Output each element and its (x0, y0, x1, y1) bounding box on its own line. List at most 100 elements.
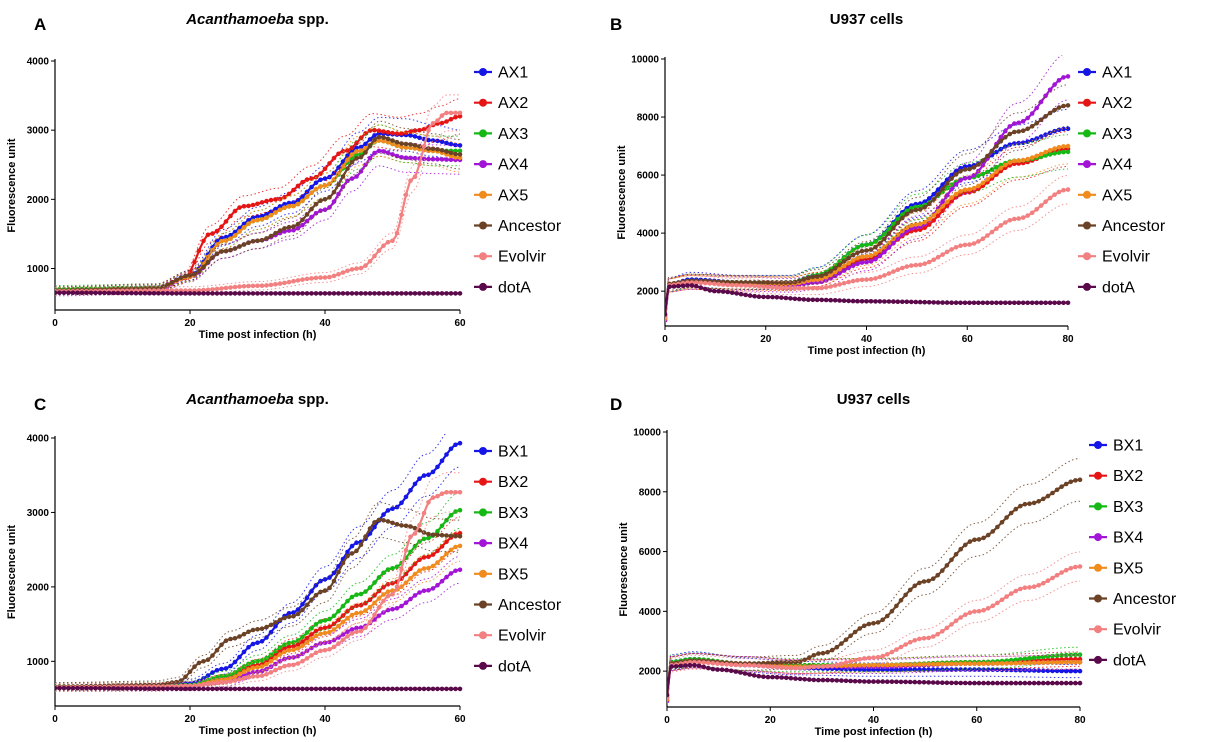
data-point (1031, 660, 1037, 666)
data-point (994, 169, 999, 174)
data-point (390, 291, 395, 296)
data-point (725, 282, 730, 288)
legend-item-ancestor: Ancestor (1089, 591, 1177, 608)
data-point (291, 278, 296, 284)
data-point (1059, 570, 1064, 575)
data-point (1056, 150, 1062, 155)
data-point (1007, 160, 1013, 165)
legend-item-ax1: AX1 (1078, 65, 1132, 82)
data-point (210, 291, 215, 296)
data-point (408, 686, 413, 692)
data-point (214, 242, 220, 247)
data-point (120, 686, 125, 691)
data-point (250, 291, 256, 296)
data-point (331, 291, 337, 296)
data-point (907, 587, 913, 593)
data-point (1054, 653, 1060, 658)
data-point (953, 661, 959, 667)
data-point (1007, 124, 1013, 129)
data-point (223, 666, 229, 671)
data-point (381, 129, 386, 134)
data-point (877, 299, 883, 304)
data-point (390, 592, 395, 597)
x-tick-label: 60 (962, 334, 974, 345)
data-point (237, 205, 242, 210)
data-point (1025, 300, 1030, 306)
data-point (967, 539, 973, 544)
data-point (435, 464, 440, 470)
data-point (976, 183, 981, 189)
data-point (390, 141, 395, 147)
data-point (738, 662, 743, 668)
data-point (187, 669, 193, 675)
data-point (214, 647, 220, 653)
legend-swatch-marker (1094, 502, 1102, 511)
data-point (439, 458, 445, 464)
data-point (340, 603, 346, 609)
data-point (376, 686, 382, 692)
data-point (232, 670, 238, 675)
data-point (97, 686, 103, 691)
data-point (192, 686, 197, 692)
data-point (349, 551, 355, 556)
data-point (349, 176, 355, 181)
data-point (403, 192, 409, 197)
data-point (1029, 111, 1035, 116)
data-point (990, 680, 996, 686)
data-point (1065, 126, 1071, 131)
data-point (322, 588, 328, 593)
data-point (1020, 128, 1026, 133)
data-point (390, 606, 395, 612)
data-point (376, 605, 382, 610)
legend-label: dotA (1113, 652, 1146, 669)
data-point (990, 603, 996, 609)
data-point (327, 629, 332, 635)
data-point (922, 261, 927, 267)
data-point (223, 686, 229, 692)
data-point (894, 603, 899, 609)
data-point (453, 533, 458, 539)
data-point (358, 144, 364, 150)
data-point (958, 178, 963, 183)
data-point (390, 130, 395, 136)
data-point (779, 665, 784, 670)
data-point (322, 630, 328, 636)
data-point (995, 661, 1000, 666)
data-point (340, 686, 346, 692)
data-point (322, 640, 328, 645)
data-point (412, 134, 418, 139)
data-point (898, 662, 904, 668)
data-point (444, 452, 449, 457)
legend-label: AX1 (498, 65, 528, 82)
data-point (340, 632, 346, 637)
data-point (1034, 153, 1039, 159)
data-point (232, 233, 238, 238)
data-point (93, 686, 98, 691)
data-point (412, 143, 418, 148)
data-point (174, 277, 179, 283)
legend-swatch-marker (479, 221, 487, 230)
data-point (1018, 586, 1023, 592)
data-point (259, 213, 265, 219)
data-point (801, 277, 807, 282)
data-point (949, 247, 954, 252)
series-evolvir (665, 174, 1071, 322)
legend-swatch-marker (479, 282, 487, 291)
plot-area (55, 434, 463, 692)
data-point (1054, 572, 1060, 578)
data-point (770, 285, 775, 290)
legend-swatch-marker (1094, 441, 1102, 449)
data-point (1025, 156, 1030, 162)
data-point (457, 152, 463, 157)
data-point (430, 291, 436, 296)
data-point (322, 291, 328, 296)
data-point (1068, 479, 1074, 485)
data-point (998, 223, 1004, 228)
data-point (336, 272, 341, 277)
data-point (259, 658, 265, 663)
data-point (715, 661, 720, 666)
data-point (841, 268, 847, 273)
data-point (286, 224, 292, 230)
data-point (264, 624, 269, 630)
